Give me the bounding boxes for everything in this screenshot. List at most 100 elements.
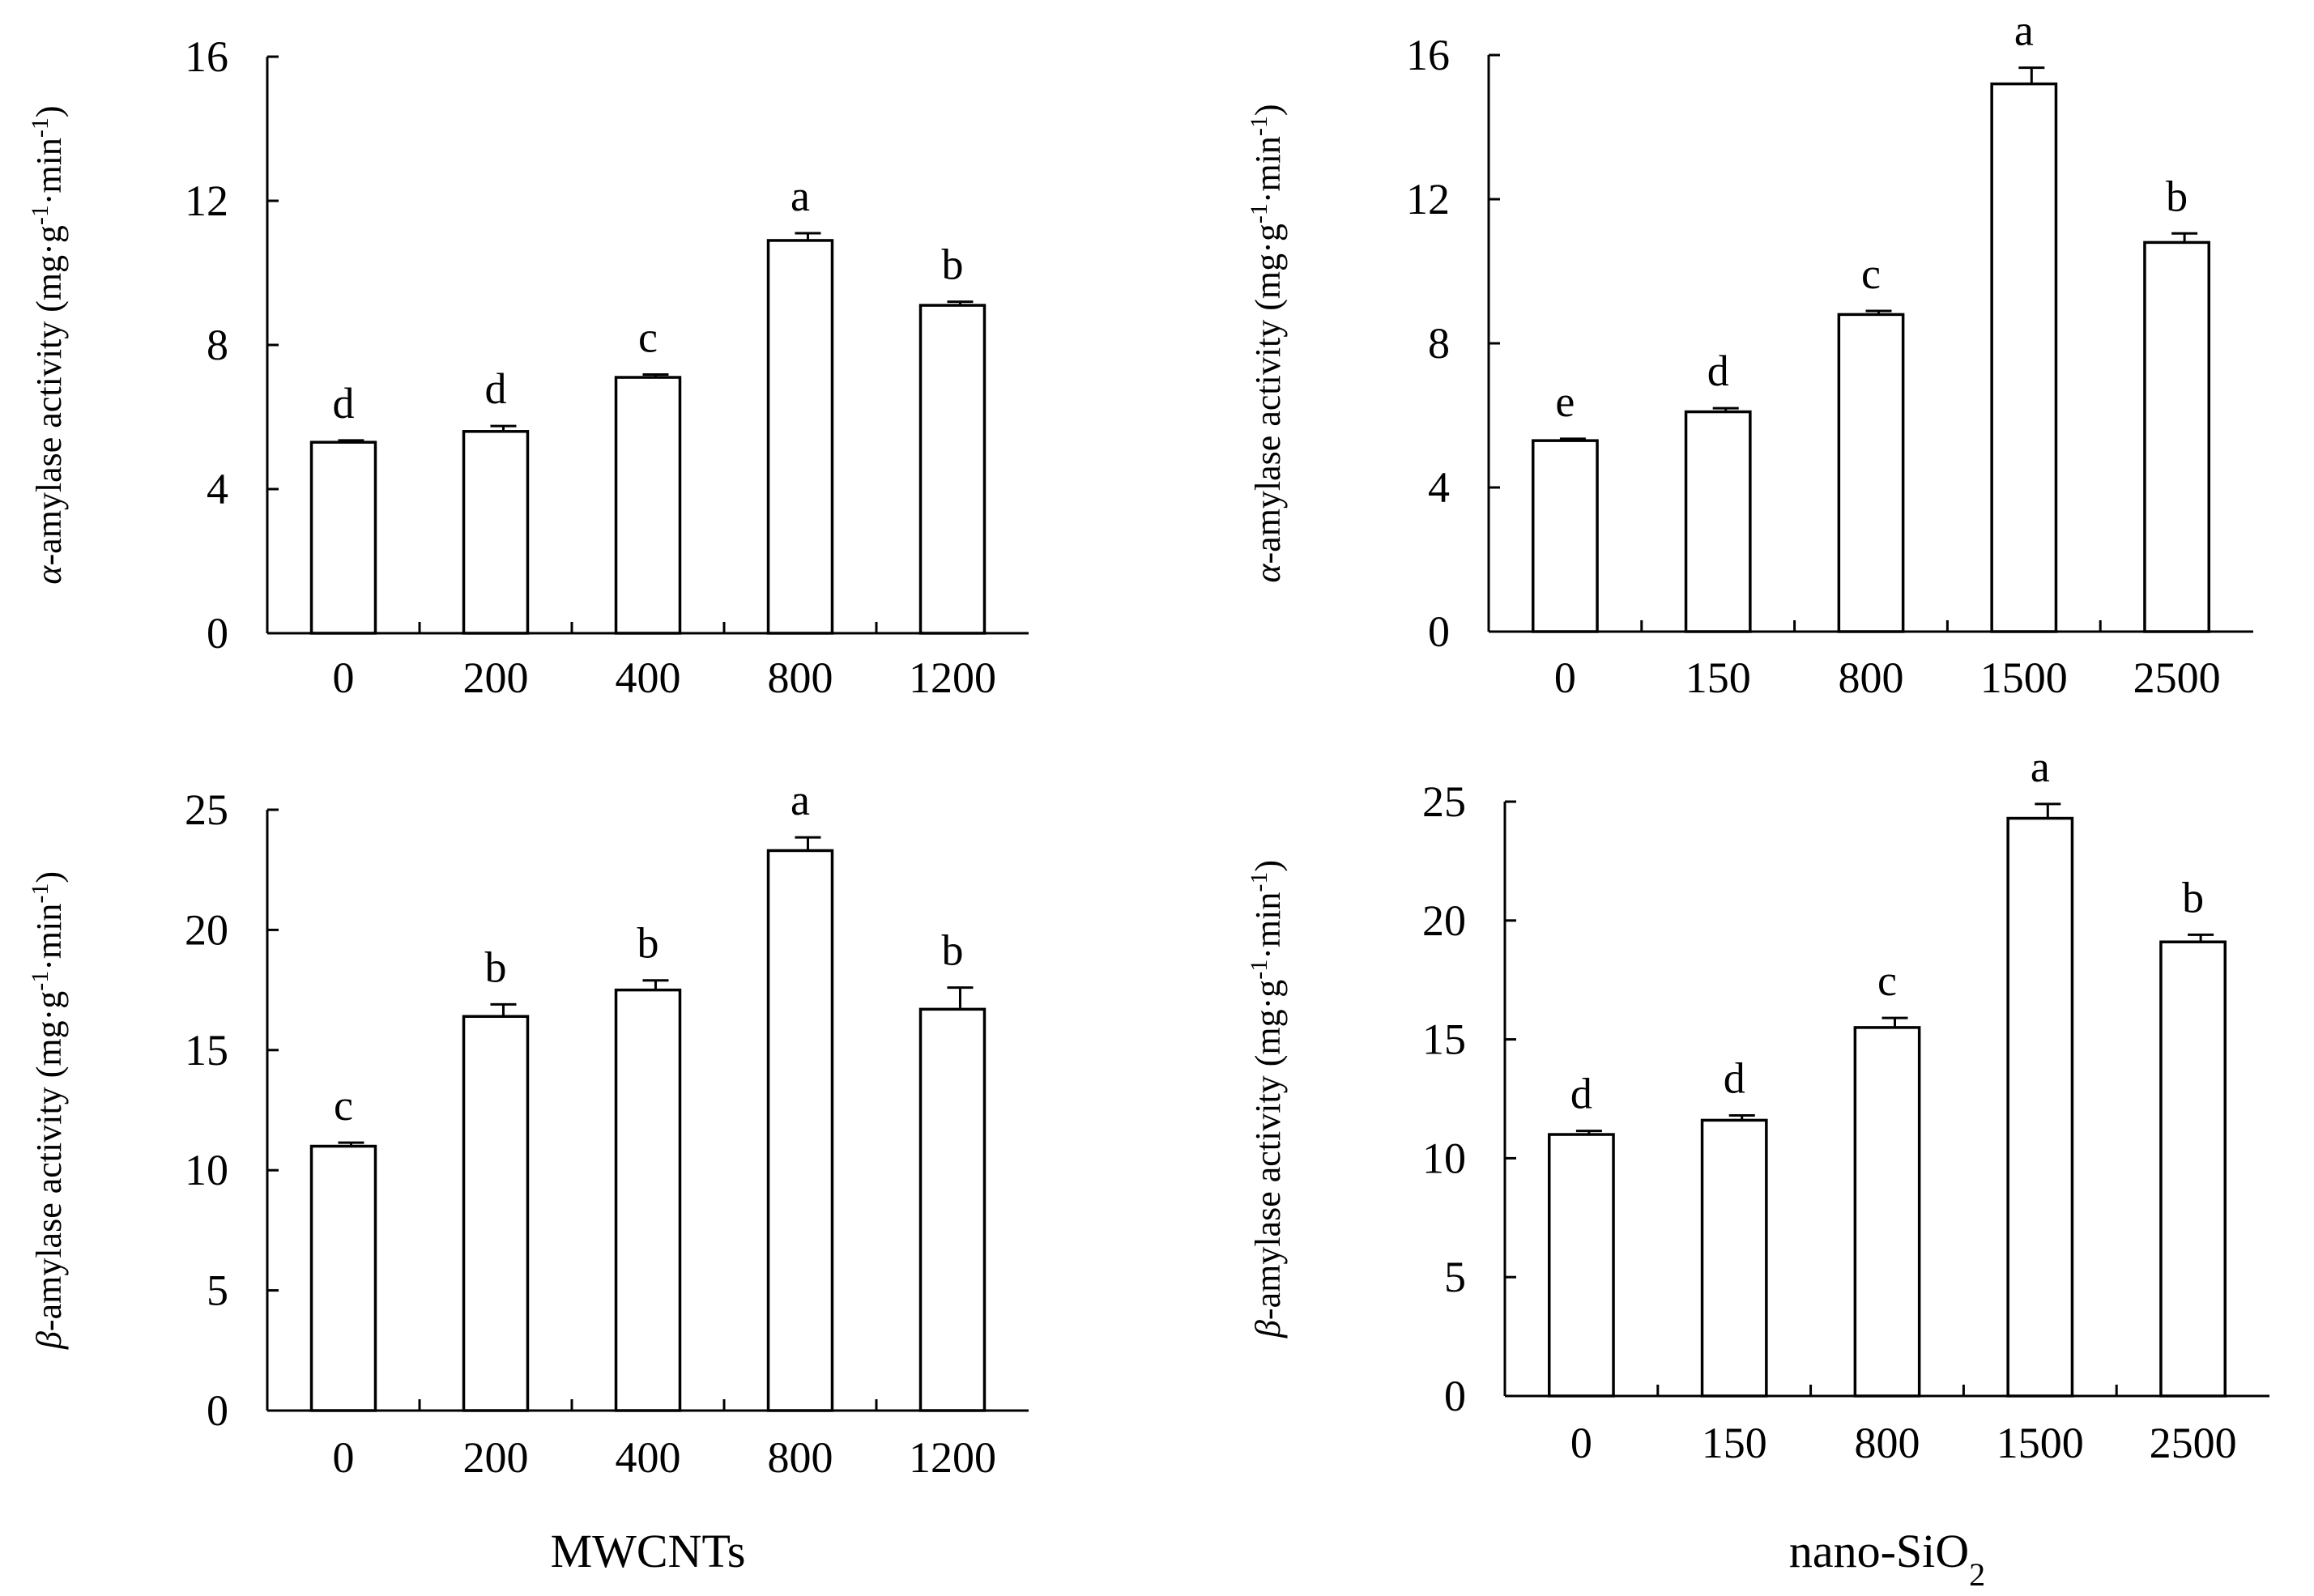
y-axis-label-part: β xyxy=(1248,1320,1288,1339)
y-axis-label-part: -1 xyxy=(27,883,53,904)
x-tick-label: 800 xyxy=(768,653,833,702)
x-tick-label: 400 xyxy=(616,653,681,702)
bar xyxy=(766,849,834,1412)
bar xyxy=(1548,1133,1615,1398)
bar xyxy=(918,1007,987,1412)
bar xyxy=(1684,410,1752,633)
y-axis-label: α-amylase activity (mg·g-1·min-1) xyxy=(1246,104,1289,582)
x-tick-label: 800 xyxy=(1839,653,1904,702)
bar xyxy=(2159,940,2227,1398)
x-tick-label: 1200 xyxy=(909,653,996,702)
chart-alpha-sio2: 0 4 8 12 16 e 0 d 150 c 800 a 1500 b 2500 α-amylase act… xyxy=(1246,6,2253,702)
significance-letter: c xyxy=(1861,249,1881,298)
y-axis-label-part: -amylase activity (mg·g xyxy=(1248,223,1288,564)
y-axis-label-part: α xyxy=(29,565,69,585)
x-tick-label: 400 xyxy=(616,1433,681,1482)
y-axis-label-part: ) xyxy=(1248,860,1288,872)
significance-letter: b xyxy=(637,919,659,968)
bar xyxy=(1853,1026,1921,1398)
y-tick-label: 10 xyxy=(185,1146,228,1194)
x-tick-label: 2500 xyxy=(2133,653,2221,702)
y-axis-label-part: -amylase activity (mg·g xyxy=(29,991,69,1331)
bar xyxy=(614,988,682,1412)
x-axis-title-main: MWCNTs xyxy=(551,1525,746,1577)
x-tick-label: 800 xyxy=(1855,1419,1920,1467)
y-axis-label-part: ·min xyxy=(1248,892,1288,960)
y-axis-label-part: -1 xyxy=(27,205,53,225)
bar xyxy=(766,239,834,635)
chart-alpha-mwcnts: 0 4 8 12 16 d 0 d 200 c 400 a 800 b 1200 α-amylase acti… xyxy=(27,32,1029,702)
y-axis-label-part: -1 xyxy=(1246,116,1272,136)
significance-letter: b xyxy=(2182,873,2204,921)
y-tick-label: 0 xyxy=(1428,607,1450,656)
y-tick-label: 12 xyxy=(1406,175,1450,223)
x-tick-label: 200 xyxy=(463,1433,529,1482)
significance-letter: d xyxy=(1570,1070,1592,1118)
x-tick-label: 800 xyxy=(768,1433,833,1482)
bar xyxy=(1837,313,1905,633)
x-tick-label: 0 xyxy=(1570,1419,1592,1467)
bar xyxy=(309,1144,377,1412)
x-axis-title-main: nano-SiO xyxy=(1789,1525,1969,1577)
y-axis-label-part: ·min xyxy=(1248,136,1288,203)
y-tick-label: 8 xyxy=(207,321,228,369)
bar xyxy=(2143,240,2210,633)
significance-letter: e xyxy=(1555,377,1575,426)
y-tick-label: 15 xyxy=(1422,1015,1466,1064)
x-tick-label: 2500 xyxy=(2150,1419,2237,1467)
significance-letter: a xyxy=(2014,6,2034,55)
x-tick-label: 0 xyxy=(1554,653,1576,702)
significance-letter: c xyxy=(334,1081,353,1130)
significance-letter: d xyxy=(1707,347,1729,395)
y-tick-label: 8 xyxy=(1428,319,1450,368)
y-axis-label-part: β xyxy=(29,1331,69,1350)
chart-beta-sio2: 0 5 10 15 20 25 d 0 d 150 c 800 a 1500 b 2500 β-amylase … xyxy=(1246,743,2269,1593)
y-axis-label-part: -1 xyxy=(1246,960,1272,980)
y-axis-label-part: -1 xyxy=(1246,872,1272,892)
bar xyxy=(462,1015,530,1412)
significance-letter: d xyxy=(485,364,507,413)
bar xyxy=(614,376,682,635)
y-tick-label: 0 xyxy=(207,609,228,658)
significance-letter: d xyxy=(1724,1054,1745,1103)
x-tick-label: 1500 xyxy=(1980,653,2068,702)
y-axis-label-part: α xyxy=(1248,564,1288,583)
significance-letter: b xyxy=(2166,172,2188,220)
x-tick-label: 0 xyxy=(333,653,355,702)
x-axis-title: nano-SiO2 xyxy=(1789,1525,1985,1593)
y-tick-label: 16 xyxy=(185,32,228,81)
bar xyxy=(1990,82,2058,633)
significance-letter: c xyxy=(638,313,658,361)
y-axis-label: β-amylase activity (mg·g-1·min-1) xyxy=(1246,860,1289,1339)
bar xyxy=(1700,1118,1768,1398)
x-tick-label: 150 xyxy=(1702,1419,1767,1467)
significance-letter: d xyxy=(333,379,355,428)
significance-letter: a xyxy=(791,776,810,824)
y-axis-label-part: -1 xyxy=(27,971,53,991)
y-tick-label: 10 xyxy=(1422,1134,1466,1182)
y-axis-label-part: ) xyxy=(29,871,69,883)
y-tick-label: 5 xyxy=(1444,1253,1466,1301)
x-tick-label: 0 xyxy=(333,1433,355,1482)
y-axis-label-part: ·min xyxy=(29,904,69,971)
x-tick-label: 150 xyxy=(1685,653,1751,702)
y-axis-label: α-amylase activity (mg·g-1·min-1) xyxy=(27,105,70,584)
bar xyxy=(309,440,377,635)
bar xyxy=(1532,439,1599,633)
significance-letter: a xyxy=(2031,743,2050,791)
y-axis-label-part: ·min xyxy=(29,138,69,205)
y-tick-label: 25 xyxy=(1422,777,1466,826)
significance-letter: a xyxy=(791,172,810,220)
x-tick-label: 200 xyxy=(463,653,529,702)
significance-letter: b xyxy=(942,240,964,289)
y-tick-label: 12 xyxy=(185,177,228,225)
x-tick-label: 1500 xyxy=(1997,1419,2084,1467)
y-axis-label: β-amylase activity (mg·g-1·min-1) xyxy=(27,871,70,1350)
y-axis-label-part: ) xyxy=(29,105,69,117)
y-tick-label: 4 xyxy=(207,465,228,513)
significance-letter: b xyxy=(942,926,964,975)
y-tick-label: 0 xyxy=(1444,1372,1466,1420)
significance-letter: c xyxy=(1877,956,1897,1005)
bar xyxy=(462,430,530,635)
